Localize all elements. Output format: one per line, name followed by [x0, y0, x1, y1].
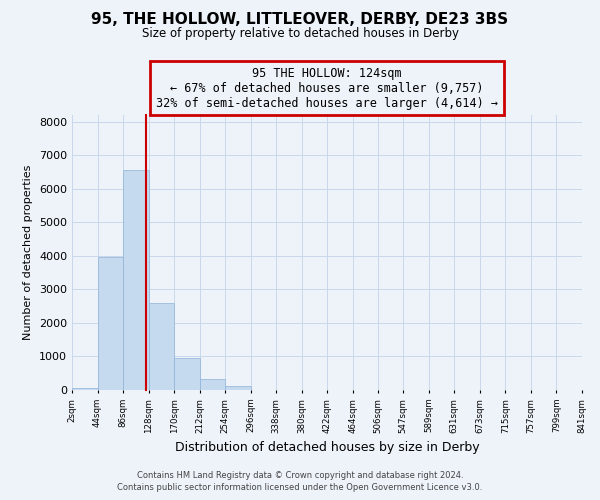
Bar: [98, 256, 123, 390]
Bar: [174, 358, 200, 390]
Bar: [200, 379, 225, 390]
Text: Contains HM Land Registry data © Crown copyright and database right 2024.: Contains HM Land Registry data © Crown c…: [137, 471, 463, 480]
Text: 95 THE HOLLOW: 124sqm
← 67% of detached houses are smaller (9,757)
32% of semi-d: 95 THE HOLLOW: 124sqm ← 67% of detached …: [156, 66, 498, 110]
Bar: [149, 303, 174, 390]
Text: 95, THE HOLLOW, LITTLEOVER, DERBY, DE23 3BS: 95, THE HOLLOW, LITTLEOVER, DERBY, DE23 …: [91, 12, 509, 28]
Bar: [72, 388, 98, 390]
Bar: [123, 170, 149, 390]
X-axis label: Distribution of detached houses by size in Derby: Distribution of detached houses by size …: [175, 441, 479, 454]
Y-axis label: Number of detached properties: Number of detached properties: [23, 165, 34, 340]
Text: Size of property relative to detached houses in Derby: Size of property relative to detached ho…: [142, 28, 458, 40]
Bar: [225, 386, 251, 390]
Text: Contains public sector information licensed under the Open Government Licence v3: Contains public sector information licen…: [118, 484, 482, 492]
